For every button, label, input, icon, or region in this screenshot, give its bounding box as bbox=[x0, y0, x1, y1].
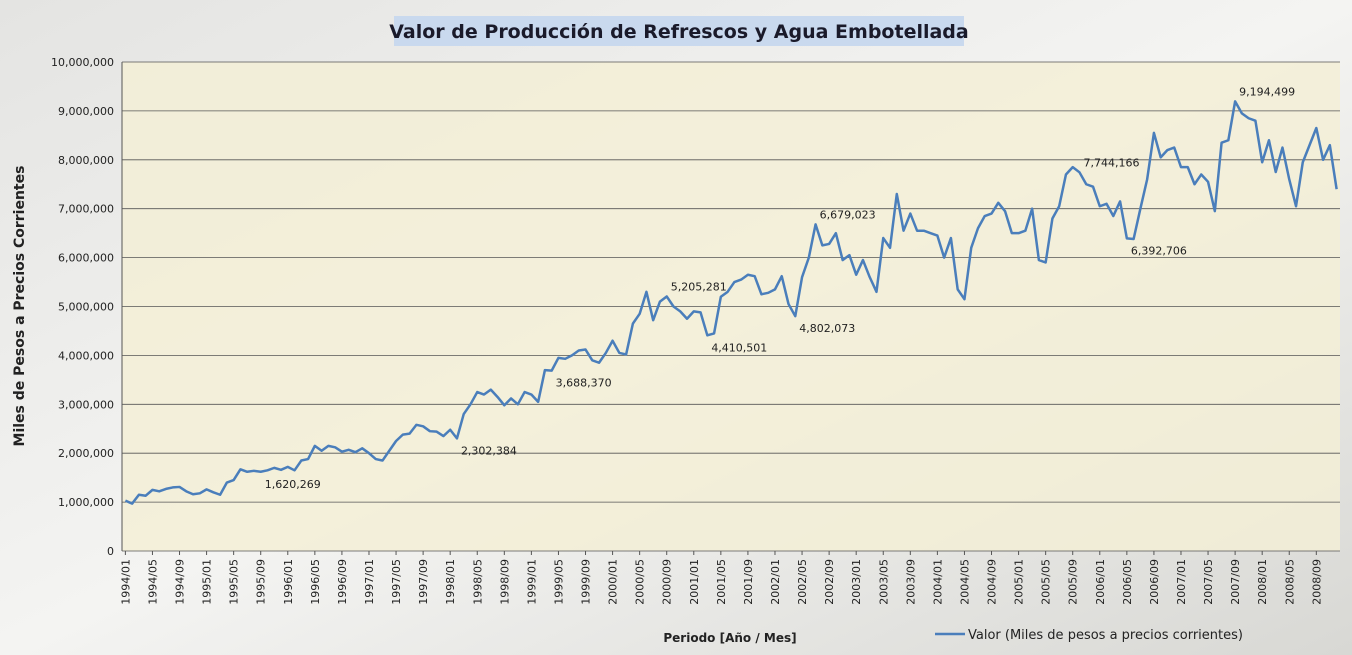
x-tick-label: 1998/01 bbox=[444, 559, 457, 605]
x-tick-label: 1999/09 bbox=[580, 559, 593, 605]
x-axis-label: Periodo [Año / Mes] bbox=[663, 631, 796, 645]
legend-label: Valor (Miles de pesos a precios corrient… bbox=[968, 628, 1243, 643]
y-tick-label: 4,000,000 bbox=[58, 349, 114, 362]
x-tick-label: 1994/01 bbox=[119, 559, 132, 605]
x-tick-label: 2005/05 bbox=[1040, 559, 1053, 605]
x-tick-label: 1995/01 bbox=[201, 559, 214, 605]
y-tick-label: 2,000,000 bbox=[58, 447, 114, 460]
x-tick-label: 2003/01 bbox=[850, 559, 863, 605]
x-tick-label: 1995/09 bbox=[255, 559, 268, 605]
data-line bbox=[124, 100, 1338, 505]
x-tick-label: 2004/05 bbox=[958, 559, 971, 605]
x-tick-label: 2005/09 bbox=[1067, 559, 1080, 605]
x-tick-label: 1996/05 bbox=[309, 559, 322, 605]
data-label: 1,620,269 bbox=[265, 478, 321, 491]
x-tick-label: 2007/01 bbox=[1175, 559, 1188, 605]
title-box bbox=[394, 16, 964, 46]
x-tick-label: 2007/05 bbox=[1202, 559, 1215, 605]
data-label: 4,410,501 bbox=[711, 341, 767, 354]
x-tick-label: 2004/01 bbox=[931, 559, 944, 605]
x-tick-label: 2005/01 bbox=[1013, 559, 1026, 605]
x-tick-label: 2002/05 bbox=[796, 559, 809, 605]
x-tick-label: 2001/09 bbox=[742, 559, 755, 605]
y-tick-label: 5,000,000 bbox=[58, 301, 114, 314]
y-tick-label: 7,000,000 bbox=[58, 203, 114, 216]
chart-title: Valor de Producción de Refrescos y Agua … bbox=[389, 21, 968, 43]
x-tick-label: 2006/09 bbox=[1148, 559, 1161, 605]
data-label: 6,679,023 bbox=[820, 208, 876, 221]
x-tick-label: 1997/05 bbox=[390, 559, 403, 605]
x-tick-label: 1998/09 bbox=[498, 559, 511, 605]
x-tick-label: 2007/09 bbox=[1229, 559, 1242, 605]
y-axis-label: Miles de Pesos a Precios Corrientes bbox=[12, 166, 28, 447]
y-tick-label: 6,000,000 bbox=[58, 252, 114, 265]
x-tick-label: 1999/01 bbox=[525, 559, 538, 605]
x-tick-label: 1994/09 bbox=[174, 559, 187, 605]
y-tick-label: 1,000,000 bbox=[58, 496, 114, 509]
x-tick-label: 2002/01 bbox=[769, 559, 782, 605]
x-tick-label: 2000/01 bbox=[607, 559, 620, 605]
y-tick-label: 10,000,000 bbox=[51, 56, 114, 69]
data-label: 3,688,370 bbox=[556, 377, 612, 390]
x-tick-label: 2000/09 bbox=[661, 559, 674, 605]
x-tick-label: 2003/09 bbox=[904, 559, 917, 605]
x-tick-label: 2008/09 bbox=[1310, 559, 1323, 605]
x-tick-label: 1995/05 bbox=[228, 559, 241, 605]
x-tick-label: 1996/01 bbox=[282, 559, 295, 605]
x-tick-label: 2006/05 bbox=[1121, 559, 1134, 605]
x-tick-label: 1998/05 bbox=[471, 559, 484, 605]
y-tick-label: 8,000,000 bbox=[58, 154, 114, 167]
data-label: 5,205,281 bbox=[671, 280, 727, 293]
x-tick-label: 1996/09 bbox=[336, 559, 349, 605]
data-label: 9,194,499 bbox=[1239, 85, 1295, 98]
x-tick-label: 2006/01 bbox=[1094, 559, 1107, 605]
data-label: 4,802,073 bbox=[799, 322, 855, 335]
data-label: 2,302,384 bbox=[461, 444, 517, 457]
x-tick-label: 1994/05 bbox=[146, 559, 159, 605]
y-tick-label: 3,000,000 bbox=[58, 398, 114, 411]
data-label: 6,392,706 bbox=[1131, 244, 1187, 257]
x-tick-label: 2001/05 bbox=[715, 559, 728, 605]
x-tick-label: 2008/05 bbox=[1283, 559, 1296, 605]
x-tick-label: 2001/01 bbox=[688, 559, 701, 605]
x-tick-label: 2003/05 bbox=[877, 559, 890, 605]
x-tick-label: 1997/09 bbox=[417, 559, 430, 605]
x-tick-label: 1999/05 bbox=[552, 559, 565, 605]
x-tick-label: 2002/09 bbox=[823, 559, 836, 605]
x-tick-label: 2000/05 bbox=[634, 559, 647, 605]
x-tick-label: 1997/01 bbox=[363, 559, 376, 605]
y-tick-label: 9,000,000 bbox=[58, 105, 114, 118]
x-tick-label: 2004/09 bbox=[986, 559, 999, 605]
y-tick-label: 0 bbox=[107, 545, 114, 558]
x-tick-label: 2008/01 bbox=[1256, 559, 1269, 605]
data-label: 7,744,166 bbox=[1083, 156, 1139, 169]
